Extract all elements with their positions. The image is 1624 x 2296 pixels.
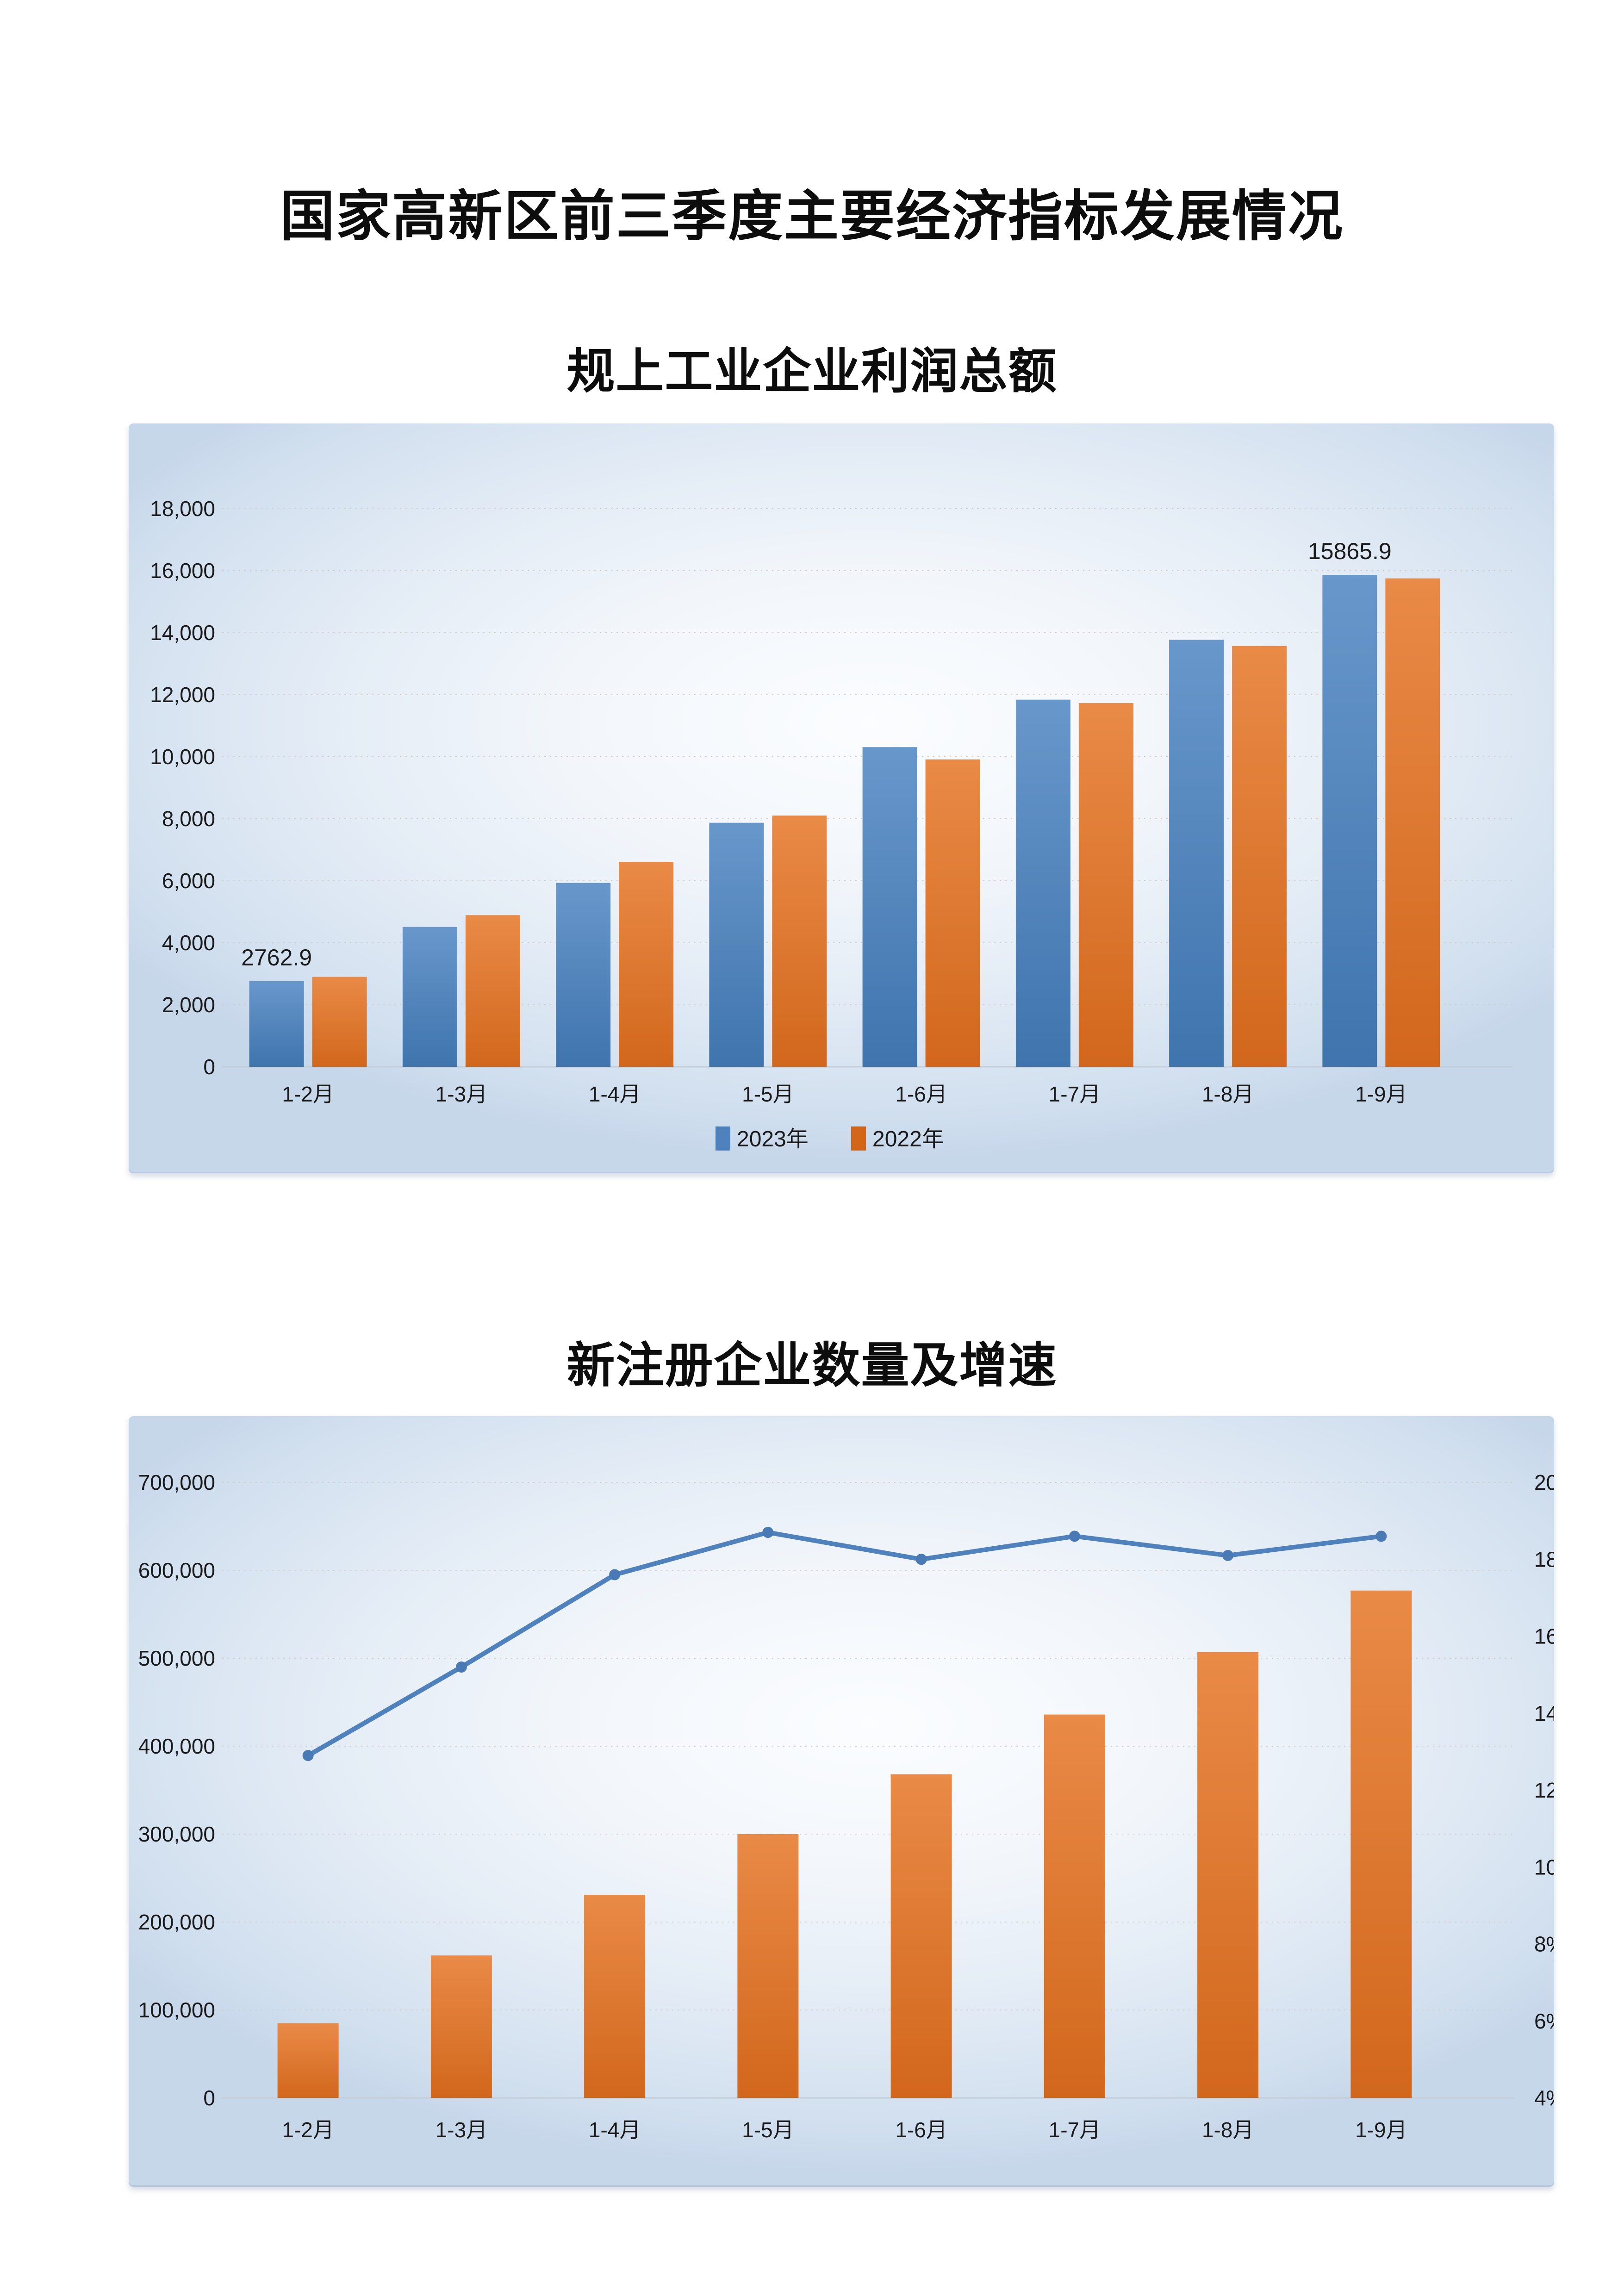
x-axis-tick-label: 1-7月 — [1049, 2118, 1101, 2142]
left-axis-tick-label: 100,000 — [138, 1998, 215, 2022]
bar-2022-1-6月 — [925, 759, 980, 1067]
chart1-panel: 0 2,000 4,000 6,000 8,000 10,000 12,000 14,000 1… — [129, 423, 1554, 1173]
bar-2023-1-2月 — [249, 981, 304, 1067]
left-axis-tick-label: 200,000 — [138, 1910, 215, 1934]
x-axis-tick-label: 1-8月 — [1202, 1082, 1254, 1106]
bar-2022-1-2月 — [312, 977, 367, 1067]
page-title: 国家高新区前三季度主要经济指标发展情况 — [280, 186, 1344, 247]
right-axis-tick-label: 8% — [1534, 1932, 1554, 1956]
x-axis-tick-label: 1-2月 — [282, 1082, 334, 1106]
legend-label-2023年: 2023年 — [737, 1127, 809, 1151]
bar-count-1-3月 — [430, 1955, 492, 2098]
y-axis-tick-label: 8,000 — [162, 807, 215, 831]
left-axis-tick-label: 300,000 — [138, 1822, 215, 1846]
line-marker-1-9月 — [1375, 1531, 1387, 1542]
left-axis-tick-label: 0 — [203, 2086, 215, 2110]
bar-count-1-2月 — [277, 2023, 339, 2098]
bar-2022-1-9月 — [1385, 578, 1440, 1067]
y-axis-tick-label: 0 — [203, 1055, 215, 1079]
left-axis-tick-label: 600,000 — [138, 1558, 215, 1582]
y-axis-tick-label: 10,000 — [150, 745, 215, 769]
y-axis-tick-label: 2,000 — [162, 993, 215, 1017]
bar-2023-1-3月 — [402, 927, 457, 1067]
bar-2023-1-4月 — [556, 883, 611, 1067]
bar-2023-1-6月 — [862, 747, 917, 1067]
x-axis-tick-label: 1-5月 — [742, 1082, 794, 1106]
bar-count-1-6月 — [890, 1774, 952, 2098]
legend-swatch-2023年 — [716, 1126, 730, 1151]
x-axis-tick-label: 1-9月 — [1355, 2118, 1407, 2142]
x-axis-tick-label: 1-3月 — [436, 1082, 487, 1106]
chart1-profit-bar-chart: 0 2,000 4,000 6,000 8,000 10,000 12,000 14,000 1… — [150, 497, 1513, 1151]
line-marker-1-7月 — [1069, 1531, 1080, 1542]
bar-count-1-5月 — [737, 1834, 799, 2098]
chart2-title: 新注册企业数量及增速 — [566, 1339, 1058, 1393]
bar-count-1-7月 — [1044, 1714, 1105, 2098]
x-axis-tick-label: 1-8月 — [1202, 2118, 1254, 2142]
y-axis-tick-label: 4,000 — [162, 931, 215, 955]
y-axis-tick-label: 14,000 — [150, 621, 215, 645]
line-marker-1-4月 — [609, 1569, 621, 1580]
line-marker-1-5月 — [762, 1527, 774, 1538]
bar-2023-1-8月 — [1169, 640, 1224, 1067]
right-axis-tick-label: 14% — [1534, 1701, 1554, 1725]
chart2-combo-chart: 0 100,000 200,000 300,000 400,000 500,000 600,… — [138, 1470, 1554, 2142]
right-axis-tick-label: 16% — [1534, 1624, 1554, 1649]
bar-data-label: 2762.9 — [241, 945, 312, 971]
bar-count-1-9月 — [1350, 1590, 1412, 2098]
x-axis-tick-label: 1-6月 — [895, 2118, 947, 2142]
x-axis-tick-label: 1-2月 — [282, 2118, 334, 2142]
line-marker-1-2月 — [302, 1750, 314, 1761]
line-marker-1-3月 — [455, 1661, 467, 1673]
y-axis-tick-label: 16,000 — [150, 559, 215, 583]
chart2-panel: 0 100,000 200,000 300,000 400,000 500,000 600,… — [129, 1416, 1554, 2187]
bar-2023-1-9月 — [1322, 574, 1377, 1067]
bar-2022-1-8月 — [1232, 646, 1287, 1067]
right-axis-tick-label: 18% — [1534, 1547, 1554, 1571]
legend-label-2022年: 2022年 — [872, 1127, 944, 1151]
legend-swatch-2022年 — [851, 1126, 866, 1151]
bar-count-1-4月 — [584, 1895, 646, 2098]
x-axis-tick-label: 1-7月 — [1049, 1082, 1101, 1106]
x-axis-tick-label: 1-9月 — [1355, 1082, 1407, 1106]
bar-2022-1-7月 — [1078, 703, 1133, 1067]
left-axis-tick-label: 500,000 — [138, 1646, 215, 1670]
x-axis-tick-label: 1-3月 — [436, 2118, 487, 2142]
bar-data-label: 15865.9 — [1308, 538, 1392, 564]
bar-2022-1-3月 — [465, 915, 520, 1067]
bar-2023-1-5月 — [709, 822, 764, 1067]
bar-count-1-8月 — [1197, 1652, 1259, 2098]
x-axis-tick-label: 1-5月 — [742, 2118, 794, 2142]
x-axis-tick-label: 1-4月 — [589, 2118, 641, 2142]
right-axis-tick-label: 20% — [1534, 1470, 1554, 1494]
right-axis-tick-label: 6% — [1534, 2009, 1554, 2033]
right-axis-tick-label: 12% — [1534, 1778, 1554, 1802]
y-axis-tick-label: 6,000 — [162, 869, 215, 893]
line-marker-1-8月 — [1222, 1549, 1234, 1561]
growth-rate-line — [305, 1530, 1384, 1758]
bar-2022-1-4月 — [619, 862, 674, 1067]
right-axis-tick-label: 10% — [1534, 1855, 1554, 1879]
chart1-title: 规上工业企业利润总额 — [566, 345, 1058, 398]
left-axis-tick-label: 700,000 — [138, 1470, 215, 1494]
line-marker-1-6月 — [915, 1554, 927, 1565]
x-axis-tick-label: 1-6月 — [895, 1082, 947, 1106]
bar-2023-1-7月 — [1015, 699, 1070, 1067]
y-axis-tick-label: 12,000 — [150, 683, 215, 707]
y-axis-tick-label: 18,000 — [150, 497, 215, 521]
bar-2022-1-5月 — [772, 815, 827, 1067]
x-axis-tick-label: 1-4月 — [589, 1082, 641, 1106]
left-axis-tick-label: 400,000 — [138, 1734, 215, 1758]
right-axis-tick-label: 4% — [1534, 2086, 1554, 2110]
